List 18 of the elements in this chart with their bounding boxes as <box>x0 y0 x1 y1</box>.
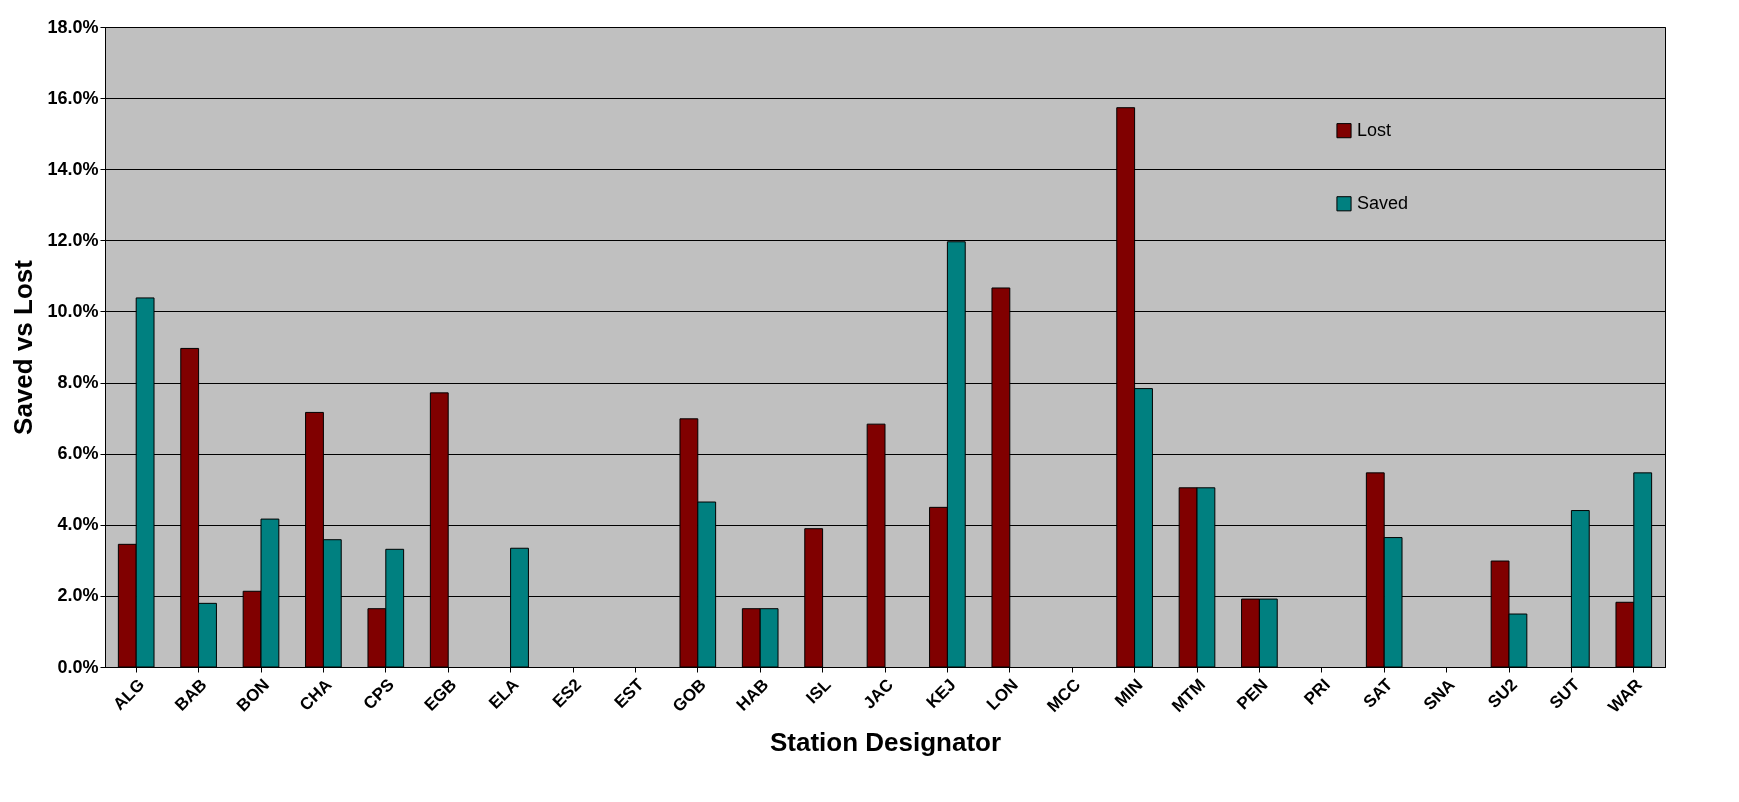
y-tick-label: 2.0% <box>57 585 99 606</box>
y-tick-label: 4.0% <box>57 514 99 535</box>
legend-label: Saved <box>1357 192 1409 213</box>
y-tick-label: 16.0% <box>47 87 99 108</box>
x-tick-label: PRI <box>1300 675 1334 709</box>
y-tick-label: 0.0% <box>57 656 99 677</box>
y-tick-label: 10.0% <box>47 300 99 321</box>
y-tick-label: 18.0% <box>47 16 99 37</box>
y-axis-title: Saved vs Lost <box>8 259 39 435</box>
y-tick-label: 14.0% <box>47 158 99 179</box>
x-tick-label: SU2 <box>1484 675 1522 712</box>
y-tick-label: 12.0% <box>47 229 99 250</box>
y-tick-label: 8.0% <box>57 372 99 393</box>
x-tick-label: ISL <box>802 675 835 708</box>
x-axis-title: Station Designator <box>769 726 1002 757</box>
x-tick-label: ELA <box>485 675 523 713</box>
legend-label: Lost <box>1357 119 1392 140</box>
y-tick-label: 6.0% <box>57 443 99 464</box>
